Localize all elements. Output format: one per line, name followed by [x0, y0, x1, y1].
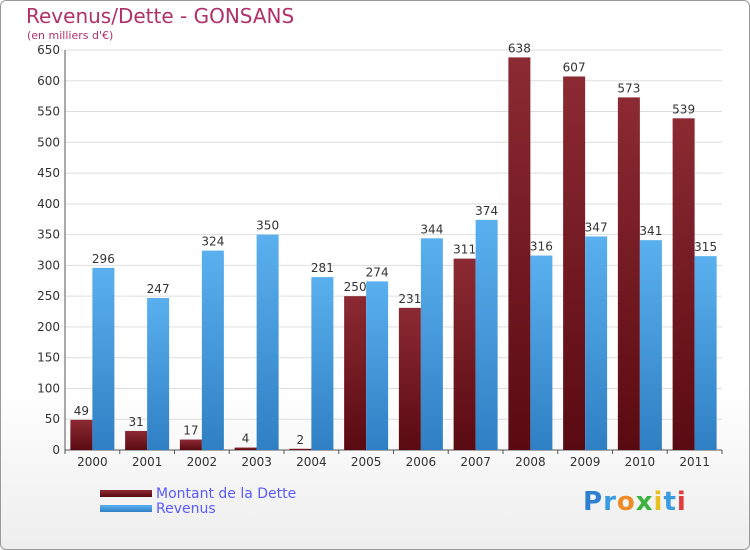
bar-revenus-2002 — [201, 250, 224, 450]
logo-letter: i — [653, 487, 664, 517]
bar-revenus-2001 — [147, 298, 170, 450]
legend-swatch-revenus — [100, 505, 152, 512]
x-tick-label: 2010 — [625, 455, 656, 469]
data-label-dette-2002: 17 — [183, 424, 198, 438]
data-label-revenus-2002: 324 — [201, 235, 224, 249]
bar-dette-2010 — [617, 97, 640, 450]
data-label-revenus-2011: 315 — [694, 240, 717, 254]
bar-dette-2011 — [672, 118, 695, 451]
data-label-dette-2006: 231 — [398, 292, 421, 306]
bar-revenus-2006 — [420, 238, 443, 450]
data-label-revenus-2008: 316 — [530, 240, 553, 254]
legend-label-revenus: Revenus — [156, 501, 216, 517]
bar-dette-2006 — [398, 307, 421, 450]
x-tick-label: 2007 — [460, 455, 491, 469]
data-label-revenus-2003: 350 — [256, 219, 279, 233]
y-tick-label: 250 — [37, 289, 60, 303]
x-tick-label: 2005 — [351, 455, 382, 469]
y-tick-label: 400 — [37, 197, 60, 211]
bar-dette-2005 — [344, 296, 367, 450]
bar-revenus-2007 — [475, 219, 498, 450]
y-tick-label: 100 — [37, 381, 60, 395]
bar-dette-2003 — [234, 447, 257, 450]
data-label-revenus-2009: 347 — [585, 220, 608, 234]
data-label-dette-2011: 539 — [672, 102, 695, 116]
bar-dette-2000 — [70, 419, 93, 450]
logo-letter: i — [676, 487, 687, 517]
bar-dette-2002 — [179, 439, 202, 450]
data-label-revenus-2007: 374 — [475, 204, 498, 218]
bar-revenus-2000 — [92, 267, 115, 450]
data-label-revenus-2001: 247 — [147, 282, 170, 296]
bar-revenus-2011 — [694, 256, 717, 450]
x-tick-label: 2008 — [515, 455, 546, 469]
bar-dette-2008 — [508, 57, 531, 451]
y-tick-label: 600 — [37, 74, 60, 88]
logo-letter: o — [616, 487, 636, 517]
bar-dette-2009 — [563, 76, 586, 450]
bar-revenus-2005 — [366, 281, 389, 450]
data-label-dette-2003: 4 — [242, 432, 250, 446]
chart-subtitle: (en milliers d'€) — [27, 29, 114, 42]
x-tick-label: 2004 — [296, 455, 327, 469]
bar-dette-2004 — [289, 448, 312, 450]
legend-label-dette: Montant de la Dette — [156, 486, 297, 502]
bar-dette-2007 — [453, 258, 476, 450]
data-label-dette-2008: 638 — [508, 41, 531, 55]
data-label-revenus-2000: 296 — [92, 252, 115, 266]
logo-letter: t — [663, 487, 677, 517]
logo-letter: P — [583, 487, 604, 517]
data-label-revenus-2006: 344 — [420, 222, 443, 236]
x-tick-label: 2009 — [570, 455, 601, 469]
x-tick-label: 2001 — [132, 455, 163, 469]
bar-revenus-2009 — [585, 236, 608, 450]
y-tick-label: 450 — [37, 166, 60, 180]
data-label-revenus-2010: 341 — [639, 224, 662, 238]
logo-letter: r — [603, 487, 617, 517]
x-tick-label: 2003 — [241, 455, 272, 469]
data-label-dette-2004: 2 — [297, 433, 305, 447]
y-tick-label: 50 — [45, 412, 60, 426]
x-tick-label: 2002 — [187, 455, 218, 469]
y-tick-label: 350 — [37, 228, 60, 242]
x-tick-label: 2011 — [679, 455, 710, 469]
data-label-revenus-2004: 281 — [311, 261, 334, 275]
y-tick-label: 0 — [52, 443, 60, 457]
bar-revenus-2003 — [256, 234, 279, 450]
data-label-dette-2000: 49 — [74, 404, 89, 418]
bar-revenus-2004 — [311, 277, 334, 450]
y-tick-label: 200 — [37, 320, 60, 334]
data-label-revenus-2005: 274 — [366, 265, 389, 279]
y-tick-label: 150 — [37, 351, 60, 365]
y-tick-label: 650 — [37, 43, 60, 57]
data-label-dette-2001: 31 — [128, 415, 143, 429]
chart-title: Revenus/Dette - GONSANS — [26, 4, 295, 28]
bar-dette-2001 — [125, 430, 148, 450]
y-tick-label: 500 — [37, 135, 60, 149]
data-label-dette-2005: 250 — [344, 280, 367, 294]
data-label-dette-2007: 311 — [453, 243, 476, 257]
x-tick-label: 2006 — [406, 455, 437, 469]
proxiti-logo: Proxiti — [583, 487, 687, 517]
bar-revenus-2008 — [530, 255, 553, 450]
logo-letter: x — [635, 487, 654, 517]
data-label-dette-2010: 573 — [617, 81, 640, 95]
y-tick-label: 550 — [37, 105, 60, 119]
x-tick-label: 2000 — [77, 455, 108, 469]
data-label-dette-2009: 607 — [563, 60, 586, 74]
legend-swatch-dette — [100, 490, 152, 497]
bar-revenus-2010 — [639, 240, 662, 450]
y-tick-label: 300 — [37, 258, 60, 272]
